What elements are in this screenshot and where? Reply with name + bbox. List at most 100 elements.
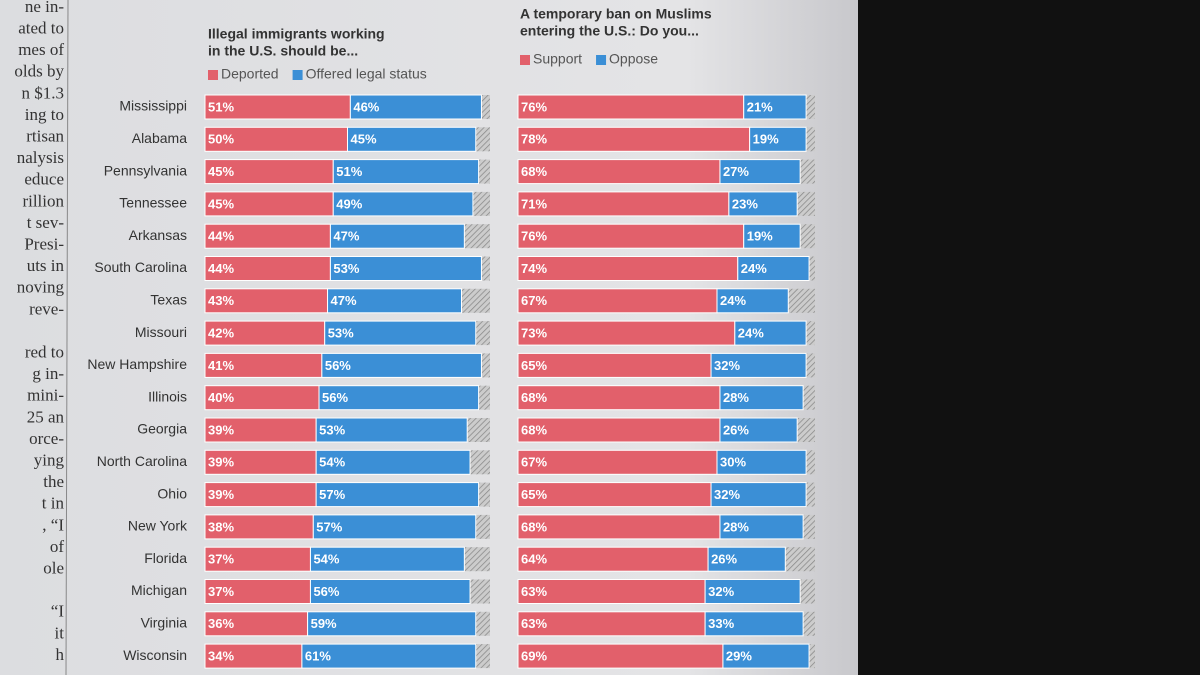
value-label: 27% (723, 164, 749, 179)
bar (710, 352, 807, 378)
value-label: 64% (521, 552, 547, 567)
value-label: 74% (521, 261, 547, 276)
bar (517, 288, 718, 314)
value-label: 57% (319, 487, 345, 502)
bar (204, 352, 323, 378)
article-text: mini- (27, 386, 64, 405)
bar (517, 191, 730, 217)
value-label: 76% (521, 229, 547, 244)
value-label: 49% (336, 196, 362, 211)
article-text: red to (25, 343, 64, 362)
article-text: orce- (29, 429, 64, 448)
bar (517, 223, 745, 249)
article-text: rtisan (26, 127, 64, 146)
article-text: educe (24, 170, 64, 189)
article-text: t sev- (27, 213, 65, 232)
bar (321, 352, 482, 378)
bar (704, 579, 801, 604)
bar (517, 94, 745, 120)
legend-label: Oppose (609, 51, 658, 67)
legend-label: Support (533, 51, 582, 67)
article-text: , “I (42, 515, 64, 534)
value-label: 24% (741, 261, 767, 276)
chart-title: Illegal immigrants working (208, 26, 385, 42)
chart-title: entering the U.S.: Do you... (520, 23, 699, 39)
value-label: 65% (521, 358, 547, 373)
category-label: South Carolina (94, 259, 187, 275)
value-label: 59% (311, 616, 337, 631)
value-label: 53% (319, 422, 345, 437)
category-label: Missouri (135, 324, 187, 340)
value-label: 26% (723, 422, 749, 437)
value-label: 38% (208, 519, 234, 534)
value-label: 68% (521, 519, 547, 534)
article-text: ne in- (25, 0, 65, 16)
article-text: ying (34, 451, 65, 470)
article-text: of (50, 537, 65, 556)
bar (204, 611, 309, 637)
article-text: mes of (18, 40, 64, 59)
bar (327, 288, 462, 314)
value-label: 28% (723, 519, 749, 534)
bar (315, 449, 471, 475)
category-label: New York (128, 518, 188, 534)
value-label: 67% (521, 293, 547, 308)
bar (204, 288, 329, 314)
bar (517, 320, 736, 346)
article-text: reve- (29, 299, 64, 318)
value-label: 56% (313, 584, 339, 599)
article-text: ated to (18, 19, 64, 38)
bar (315, 482, 480, 508)
bar (716, 449, 807, 475)
bar (722, 643, 810, 669)
value-label: 53% (333, 261, 359, 276)
value-label: 24% (738, 326, 764, 341)
value-label: 26% (711, 552, 737, 567)
article-text: t in (42, 494, 65, 513)
value-label: 67% (521, 455, 547, 470)
bar (347, 126, 477, 152)
bar (749, 126, 807, 152)
category-label: Illinois (148, 388, 187, 404)
value-label: 32% (714, 487, 740, 502)
bar (332, 159, 480, 185)
bar (737, 256, 810, 281)
bar (517, 482, 712, 508)
chart-title: A temporary ban on Muslims (520, 6, 712, 22)
category-label: Mississippi (119, 98, 187, 114)
value-label: 53% (328, 326, 354, 341)
bar (332, 191, 474, 217)
value-label: 51% (336, 164, 362, 179)
value-label: 45% (351, 132, 377, 147)
value-label: 19% (753, 132, 779, 147)
value-label: 37% (208, 584, 234, 599)
value-label: 63% (521, 616, 547, 631)
value-label: 68% (521, 164, 547, 179)
bar (517, 126, 751, 152)
article-text: rillion (22, 191, 64, 210)
bar (204, 482, 317, 508)
value-label: 78% (521, 132, 547, 147)
bar (734, 320, 807, 346)
value-label: 46% (353, 99, 379, 114)
value-label: 43% (208, 293, 234, 308)
value-label: 30% (720, 455, 746, 470)
bar (517, 643, 724, 669)
bar (704, 611, 804, 637)
value-label: 47% (333, 229, 359, 244)
category-label: Texas (150, 292, 187, 308)
article-text: ole (43, 559, 64, 578)
bar (204, 94, 351, 120)
bar (743, 223, 801, 249)
category-label: Georgia (137, 421, 187, 437)
bar (517, 256, 739, 281)
article-text: olds by (14, 62, 64, 81)
bar (309, 546, 465, 572)
article-text: the (43, 472, 64, 491)
value-label: 68% (521, 390, 547, 405)
value-label: 69% (521, 649, 547, 664)
value-label: 57% (316, 519, 342, 534)
article-text: n $1.3 (22, 83, 65, 102)
value-label: 37% (208, 552, 234, 567)
bar (517, 159, 721, 185)
